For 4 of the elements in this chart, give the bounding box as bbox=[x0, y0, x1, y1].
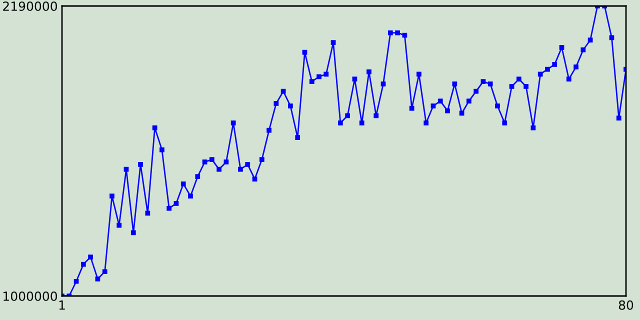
x-tick-label: 1 bbox=[59, 300, 65, 310]
x-tick-label: 80 bbox=[618, 300, 634, 310]
y-tick-label: 1000000 bbox=[4, 291, 57, 301]
y-tick-label: 2190000 bbox=[3, 1, 57, 11]
